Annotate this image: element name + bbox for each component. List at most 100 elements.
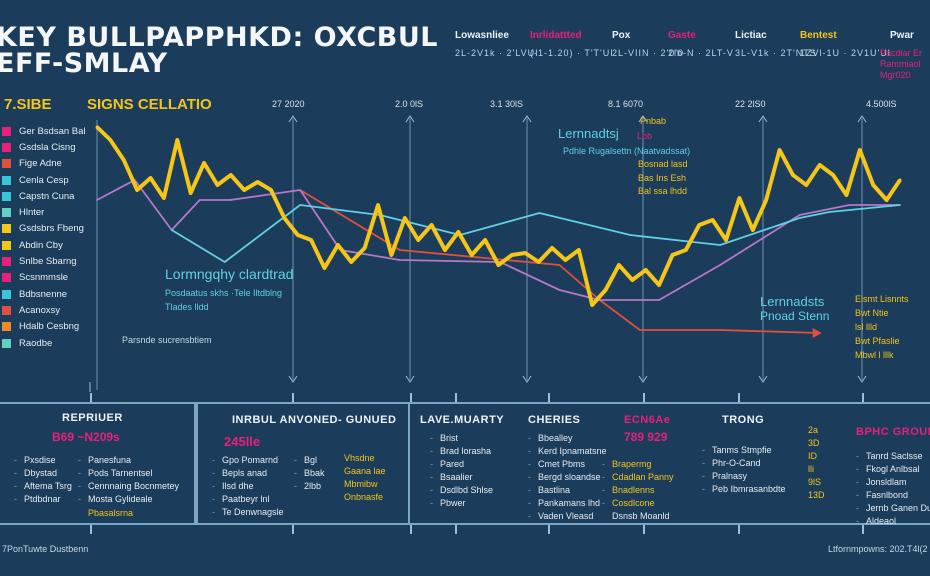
data-point bbox=[871, 183, 875, 187]
timeline-tick bbox=[738, 393, 740, 402]
data-point bbox=[398, 259, 401, 261]
annotation-left-foot: Parsnde sucrensbtiem bbox=[122, 335, 212, 345]
data-point bbox=[456, 230, 460, 234]
data-point bbox=[577, 248, 581, 252]
legend-label: Hdalb Cesbng bbox=[19, 321, 80, 333]
panel-list: Vhsdne Gaana lae Mbmibw Onbnasfe bbox=[344, 452, 386, 504]
legend-value: 2L-2V1k · 2'LVUI bbox=[455, 48, 539, 58]
axis-tick-label: 3.1 30lS bbox=[490, 99, 524, 109]
data-point bbox=[510, 253, 514, 257]
arrow-down-icon bbox=[758, 375, 768, 383]
panel-title: LAVE.MUARTY bbox=[420, 414, 505, 426]
data-point bbox=[658, 299, 660, 301]
list-item: Jonsldlam bbox=[856, 476, 930, 489]
data-point bbox=[189, 191, 193, 195]
arrow-down-icon bbox=[638, 375, 648, 383]
data-point bbox=[798, 217, 801, 219]
data-point bbox=[299, 204, 301, 206]
data-point bbox=[791, 173, 795, 177]
data-point bbox=[630, 278, 634, 282]
data-point bbox=[719, 244, 721, 246]
data-point bbox=[135, 188, 139, 192]
series-line-snlbe-sbarng bbox=[96, 179, 900, 301]
list-item: Pxsdise bbox=[14, 454, 72, 467]
legend-label: Bdbsnenne bbox=[19, 288, 68, 300]
data-point bbox=[389, 253, 393, 257]
arrow-down-icon bbox=[857, 375, 867, 383]
panel-value: 789 929 bbox=[624, 430, 668, 444]
data-point bbox=[719, 329, 721, 331]
legend-item: Raodbe bbox=[2, 335, 86, 351]
legend-swatch bbox=[2, 175, 11, 185]
data-point bbox=[470, 253, 474, 257]
list-item: Brapermg bbox=[602, 458, 674, 471]
data-point bbox=[363, 246, 367, 250]
legend-header: Inrlidattted bbox=[530, 30, 582, 41]
list-item: Gpo Pomarnd bbox=[212, 454, 284, 467]
panel-list: PanesfunaPods TarnentselCennnaing Bocnme… bbox=[78, 454, 179, 506]
timeline-tick bbox=[548, 525, 550, 534]
legend-item: Gsdsbrs Fbeng bbox=[2, 221, 86, 237]
list-item: Panesfuna bbox=[78, 454, 179, 467]
panel-list: BglBbak2lbb bbox=[294, 454, 325, 493]
list-item: 9lS bbox=[808, 477, 822, 487]
list-item: Bnadlenns bbox=[602, 484, 674, 497]
list-item: Cdadlan Panny bbox=[602, 471, 674, 484]
legend-swatch bbox=[2, 240, 11, 250]
timeline-tick bbox=[455, 393, 457, 402]
legend-swatch bbox=[2, 159, 11, 169]
list-item: Gaana lae bbox=[344, 466, 386, 476]
legend-item: Acanoxsy bbox=[2, 302, 86, 318]
annotation-mid-pink: Lbb bbox=[637, 131, 653, 141]
data-point bbox=[898, 178, 902, 182]
list-item: Mbmibw bbox=[344, 479, 378, 489]
data-point bbox=[96, 199, 98, 201]
legend-label: Gsdsla Cisng bbox=[19, 141, 76, 153]
legend-item: Cenla Cesp bbox=[2, 172, 86, 188]
data-point bbox=[523, 251, 527, 255]
timeline-tick bbox=[410, 393, 412, 402]
data-point bbox=[299, 189, 301, 191]
arrow-up-icon bbox=[405, 115, 415, 123]
legend-value: 2L-VIIN · 2'0'0 bbox=[612, 48, 684, 58]
panel-highlight: Pbasalsrna bbox=[88, 508, 134, 518]
data-point bbox=[828, 211, 831, 213]
arrow-down-icon bbox=[288, 375, 298, 383]
panel-list: 2a 3D ID lli 9lS 13D bbox=[808, 424, 825, 502]
data-point bbox=[336, 243, 340, 247]
list-item: Brist bbox=[430, 432, 493, 445]
data-point bbox=[256, 180, 260, 184]
annotation-mid-list: Bosnad lasd Bas Ins Esh Bal ssa lhdd bbox=[638, 158, 688, 199]
list-item: Bastlina bbox=[528, 484, 607, 497]
side-legend: Ger Bsdsan Bal Gsdsla Cisng Fige Adne Cenla… bbox=[2, 123, 86, 351]
timeline-tick bbox=[90, 393, 92, 402]
list-item: Tanrd Saclsse bbox=[856, 450, 930, 463]
annotation-mid-title: Lernnadtsj bbox=[558, 126, 619, 141]
list-item: Vaden Vleasd bbox=[528, 510, 607, 523]
list-item: Pbwer bbox=[430, 497, 493, 510]
data-point bbox=[282, 216, 286, 220]
legend-item: Hdalb Cesbng bbox=[2, 319, 86, 335]
data-point bbox=[848, 204, 851, 206]
data-point bbox=[497, 263, 500, 267]
panel-list: Tanms StmpfiePhr-O-CandPralnasyPeb Ibmra… bbox=[702, 444, 786, 496]
legend-swatch bbox=[2, 257, 11, 267]
annotation-item: Bal ssa lhdd bbox=[638, 186, 688, 196]
legend-swatch bbox=[2, 224, 11, 234]
list-item: Onbnasfe bbox=[344, 492, 384, 502]
data-point bbox=[537, 260, 541, 264]
legend-item: Hlnter bbox=[2, 204, 86, 220]
data-point bbox=[483, 238, 487, 242]
legend-label: Abdin Cby bbox=[19, 239, 63, 251]
timeline-tick bbox=[90, 525, 92, 534]
arrow-up-icon bbox=[638, 115, 648, 123]
data-point bbox=[697, 223, 701, 227]
footer-left: 7PonTuwte Dustbenn bbox=[2, 544, 89, 554]
legend-swatch bbox=[2, 289, 11, 299]
data-point bbox=[162, 196, 166, 200]
list-item: Peb Ibmrasanbdte bbox=[702, 483, 786, 496]
list-item: Bepls anad bbox=[212, 467, 284, 480]
legend-label: Ger Bsdsan Bal bbox=[19, 125, 86, 137]
list-item: Fasnlbond bbox=[856, 489, 930, 502]
data-point bbox=[558, 264, 561, 266]
